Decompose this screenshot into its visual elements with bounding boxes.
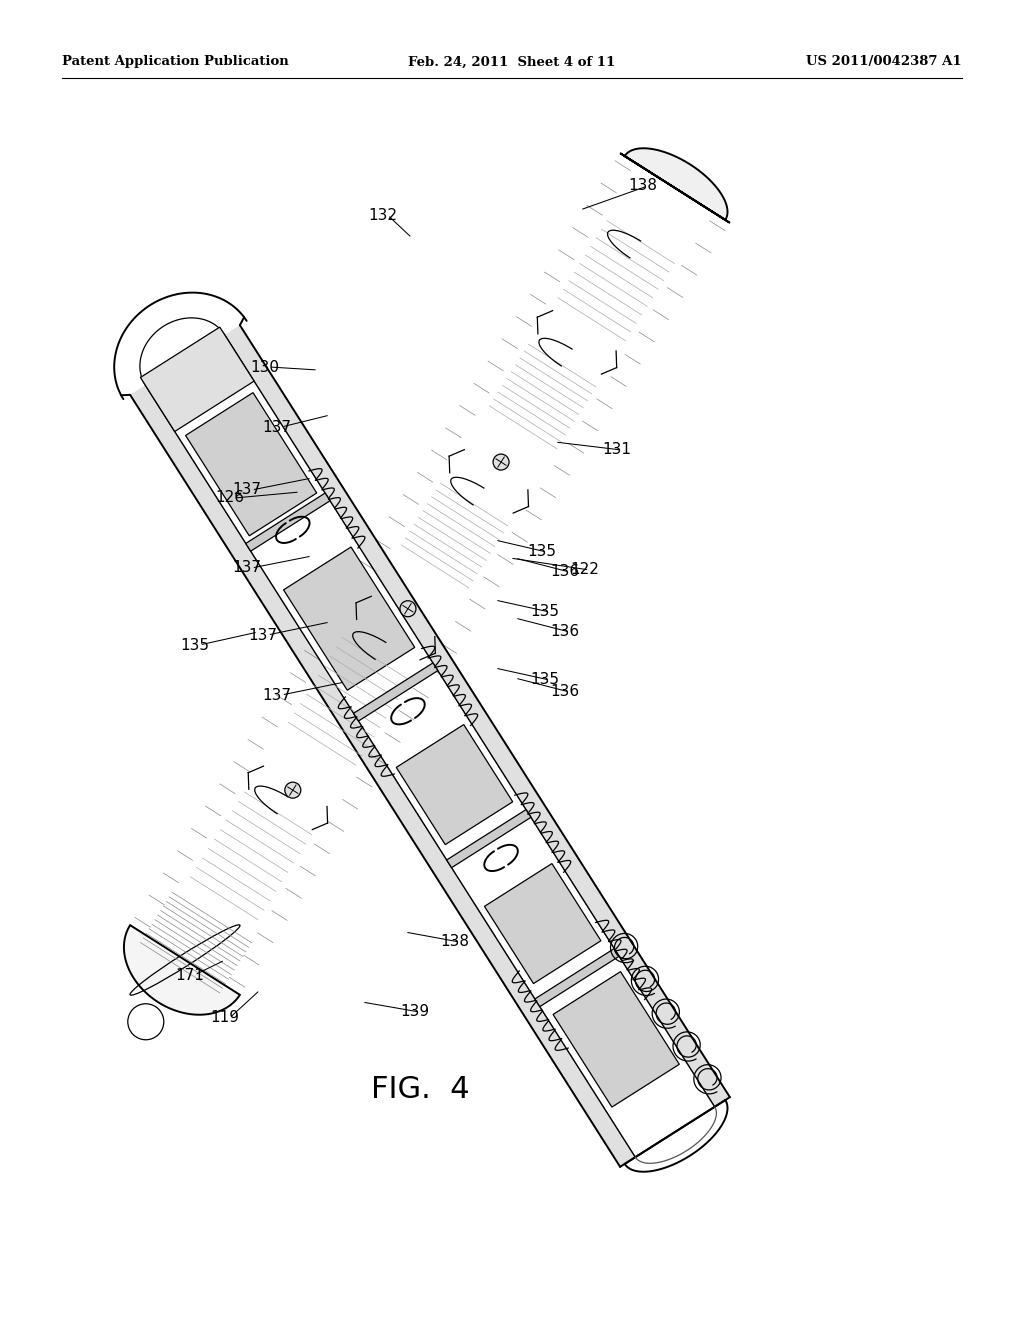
Text: 138: 138 [628,178,657,194]
Polygon shape [124,925,240,1015]
Polygon shape [621,148,730,223]
Circle shape [285,783,301,799]
Polygon shape [535,949,620,1007]
Text: 135: 135 [530,672,559,688]
Polygon shape [284,546,415,690]
Text: Feb. 24, 2011  Sheet 4 of 11: Feb. 24, 2011 Sheet 4 of 11 [409,55,615,69]
Text: 136: 136 [550,624,580,639]
Polygon shape [224,325,730,1106]
Polygon shape [185,392,316,536]
Text: 131: 131 [602,442,631,458]
Polygon shape [353,663,438,721]
Text: 119: 119 [210,1011,239,1026]
Text: 135: 135 [530,605,559,619]
Text: 122: 122 [570,562,599,578]
Polygon shape [484,863,601,983]
Text: 135: 135 [527,544,556,560]
Polygon shape [446,809,530,867]
Polygon shape [140,327,254,432]
Text: 130: 130 [250,359,279,375]
Text: 138: 138 [440,935,469,949]
Polygon shape [553,972,679,1107]
Text: FIG.  4: FIG. 4 [371,1076,469,1105]
Text: 135: 135 [180,638,209,652]
Polygon shape [396,725,513,845]
Polygon shape [130,385,635,1167]
Text: 137: 137 [262,420,291,434]
Text: 137: 137 [232,561,261,576]
Text: 139: 139 [400,1005,429,1019]
Text: 136: 136 [550,685,580,700]
Text: 137: 137 [248,627,278,643]
Text: 137: 137 [232,483,261,498]
Circle shape [493,454,509,470]
Text: 136: 136 [550,565,580,579]
Text: Patent Application Publication: Patent Application Publication [62,55,289,69]
Text: 137: 137 [262,688,291,702]
Text: 126: 126 [215,491,244,506]
Polygon shape [246,494,330,552]
Circle shape [400,601,416,616]
Text: US 2011/0042387 A1: US 2011/0042387 A1 [806,55,962,69]
Text: 132: 132 [368,207,397,223]
Text: 171: 171 [175,968,204,982]
